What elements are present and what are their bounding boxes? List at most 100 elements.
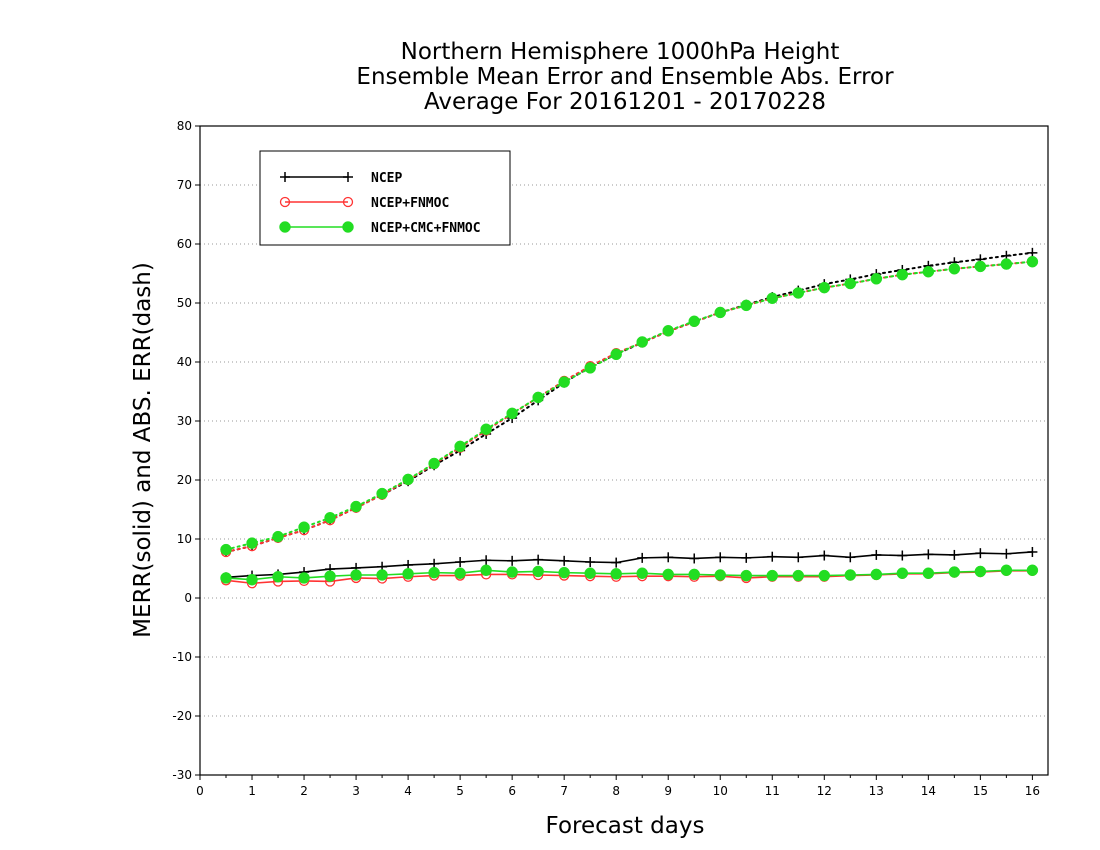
abs-err-point bbox=[428, 457, 440, 470]
merr-point bbox=[948, 566, 961, 578]
abs-err-point bbox=[844, 277, 857, 290]
y-tick-label: -10 bbox=[172, 650, 192, 664]
merr-point bbox=[350, 569, 362, 581]
x-tick-label: 15 bbox=[973, 784, 988, 798]
legend-item: NCEP bbox=[280, 171, 402, 186]
abs-err-point bbox=[974, 260, 987, 273]
merr-point bbox=[871, 549, 882, 560]
abs-err-point bbox=[636, 336, 648, 348]
x-tick-label: 8 bbox=[612, 784, 620, 798]
legend: NCEP NCEP+FNMOC NCEP+CMC+FNMOC bbox=[259, 150, 511, 246]
merr-point bbox=[1026, 564, 1039, 577]
legend-box bbox=[259, 150, 511, 246]
merr-line bbox=[225, 569, 1033, 581]
abs-err-point bbox=[766, 292, 779, 305]
merr-point bbox=[507, 555, 518, 566]
abs-err-point bbox=[922, 265, 935, 278]
abs-err-point bbox=[870, 273, 883, 285]
merr-point bbox=[636, 567, 648, 579]
abs-err-point bbox=[272, 530, 284, 543]
merr-point bbox=[818, 569, 831, 582]
legend-label: NCEP+CMC+FNMOC bbox=[371, 221, 481, 236]
abs-err-line bbox=[225, 260, 1034, 553]
merr-point bbox=[845, 552, 856, 563]
x-tick-label: 9 bbox=[664, 784, 672, 798]
plot-frame bbox=[199, 125, 1049, 776]
abs-err-point bbox=[896, 268, 909, 281]
y-axis-title: MERR(solid) and ABS. ERR(dash) bbox=[130, 262, 156, 638]
x-axis-title: Forecast days bbox=[546, 813, 705, 839]
y-tick-label: 10 bbox=[177, 532, 192, 546]
merr-point bbox=[584, 567, 596, 579]
chart-title-line-2: Ensemble Mean Error and Ensemble Abs. Er… bbox=[356, 64, 894, 90]
merr-point bbox=[558, 566, 570, 579]
merr-point bbox=[975, 548, 986, 559]
merr-point bbox=[949, 549, 960, 560]
y-tick-label: 50 bbox=[177, 296, 192, 310]
y-tick-label: 70 bbox=[177, 178, 192, 192]
y-tick-label: 20 bbox=[177, 473, 192, 487]
x-tick-label: 5 bbox=[456, 784, 464, 798]
legend-label: NCEP bbox=[371, 171, 402, 186]
merr-point bbox=[481, 555, 492, 566]
merr-point bbox=[1027, 546, 1038, 557]
merr-point bbox=[792, 569, 805, 582]
merr-point bbox=[454, 567, 466, 579]
series-ncep-fnmoc bbox=[220, 256, 1038, 589]
merr-point bbox=[740, 569, 753, 582]
merr-point bbox=[506, 566, 518, 578]
merr-point bbox=[637, 552, 648, 563]
x-tick-label: 6 bbox=[508, 784, 516, 798]
abs-err-point bbox=[506, 407, 518, 420]
grid-lines bbox=[200, 184, 1048, 717]
merr-point bbox=[689, 553, 700, 564]
abs-err-line bbox=[225, 260, 1034, 551]
merr-point bbox=[298, 572, 310, 584]
merr-point bbox=[922, 567, 935, 579]
series-layer bbox=[220, 247, 1039, 589]
abs-err-point bbox=[688, 315, 700, 328]
merr-point bbox=[324, 570, 336, 582]
merr-point bbox=[611, 557, 622, 568]
abs-err-point bbox=[818, 281, 831, 294]
merr-point bbox=[766, 569, 779, 582]
abs-err-point bbox=[402, 473, 414, 486]
merr-point bbox=[688, 568, 700, 581]
y-tick-label: 40 bbox=[177, 355, 192, 369]
x-tick-label: 2 bbox=[300, 784, 308, 798]
abs-err-point bbox=[948, 263, 961, 275]
legend-item: NCEP+FNMOC bbox=[279, 196, 449, 211]
legend-marker bbox=[342, 221, 354, 233]
merr-point bbox=[532, 565, 544, 578]
legend-label: NCEP+FNMOC bbox=[371, 196, 449, 211]
series-ncep bbox=[221, 247, 1038, 583]
merr-point bbox=[793, 552, 804, 563]
abs-err-point bbox=[1000, 258, 1013, 270]
merr-point bbox=[896, 567, 909, 579]
legend-marker bbox=[342, 196, 354, 208]
y-tick-label: 60 bbox=[177, 237, 192, 251]
abs-err-point bbox=[610, 348, 622, 361]
merr-point bbox=[559, 555, 570, 566]
legend-marker bbox=[280, 172, 290, 182]
merr-point bbox=[974, 565, 987, 578]
legend-marker bbox=[279, 196, 291, 208]
abs-err-point bbox=[558, 376, 570, 388]
merr-point bbox=[272, 571, 284, 583]
merr-point bbox=[662, 568, 674, 581]
series-ncep-cmc-fnmoc bbox=[220, 255, 1039, 586]
merr-point bbox=[715, 552, 726, 563]
abs-err-point bbox=[350, 500, 362, 513]
legend-item: NCEP+CMC+FNMOC bbox=[279, 221, 481, 236]
x-tick-label: 10 bbox=[713, 784, 728, 798]
merr-point bbox=[870, 568, 883, 581]
x-tick-label: 14 bbox=[921, 784, 936, 798]
merr-point bbox=[1001, 548, 1012, 559]
abs-err-point bbox=[714, 306, 726, 319]
abs-err-point bbox=[662, 324, 674, 337]
merr-point bbox=[246, 573, 258, 586]
y-tick-label: 30 bbox=[177, 414, 192, 428]
abs-err-point bbox=[584, 362, 596, 374]
